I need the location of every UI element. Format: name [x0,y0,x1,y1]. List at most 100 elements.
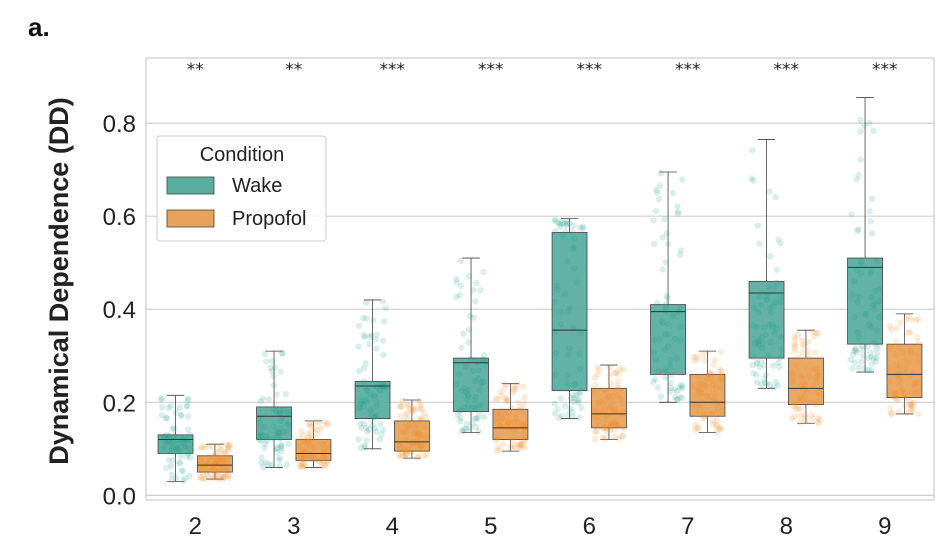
data-point [576,224,584,231]
data-point [710,389,718,397]
data-point [900,390,908,397]
data-point [298,460,306,468]
data-point [167,462,175,469]
data-point [404,446,411,453]
data-point [416,431,424,438]
data-point [774,359,782,366]
data-point [659,234,666,241]
data-point [772,299,780,306]
data-point [174,445,181,452]
data-point [570,243,577,251]
data-point [664,294,671,302]
data-point [903,409,910,416]
data-point [853,348,860,356]
data-point [763,380,770,388]
data-point [357,398,364,405]
data-point [270,372,277,380]
data-point [890,389,898,396]
data-point [805,347,812,355]
data-point [813,379,821,386]
data-point [698,381,705,388]
data-point [371,424,379,432]
y-tick-label: 0.6 [103,204,136,231]
data-point [417,442,425,450]
data-point [509,390,516,397]
data-point [209,474,216,482]
data-point [310,449,317,456]
data-point [184,413,192,420]
data-point [401,446,408,454]
data-point [496,422,503,430]
data-point [262,433,270,440]
data-point [594,364,601,371]
data-point [516,443,523,451]
data-point [652,207,660,215]
data-point [305,438,312,446]
data-point [695,424,702,432]
data-point [816,416,824,423]
data-point [677,336,684,343]
data-point [170,443,177,450]
data-point [857,156,864,163]
data-point [666,362,673,369]
data-point [399,448,406,456]
data-point [209,443,217,450]
data-point [397,453,404,460]
data-point [300,454,307,461]
data-point [414,453,421,461]
data-point [283,461,290,468]
data-point [273,429,281,436]
data-point [757,301,765,309]
data-point [718,367,725,375]
data-point [591,407,598,415]
data-point [789,378,796,385]
data-point [600,424,607,432]
data-point [184,426,192,433]
data-point [321,461,329,469]
data-point [196,474,204,481]
data-point [181,442,188,450]
data-point [206,457,214,464]
data-point [908,401,915,408]
data-point [504,421,512,428]
data-point [373,402,380,410]
data-point [858,358,865,365]
data-point [892,362,899,369]
data-point [716,426,723,433]
data-point [847,356,854,364]
data-point [856,293,863,300]
data-point [197,474,205,482]
data-point [362,424,370,432]
data-point [714,405,721,413]
box-wake-7 [649,169,686,403]
data-point [658,317,665,325]
data-point [914,358,921,365]
data-point [175,440,183,447]
data-point [701,413,708,420]
data-point [197,464,204,471]
data-point [457,282,465,290]
data-point [556,223,564,231]
data-point [409,439,416,446]
data-point [703,348,711,356]
data-point [410,406,417,414]
data-point [515,399,522,406]
data-point [305,420,313,427]
data-point [398,403,405,411]
data-point [176,458,184,466]
data-point [552,328,559,335]
data-point [517,445,524,452]
data-point [696,381,703,388]
data-point [694,424,701,432]
data-point [310,425,318,433]
data-point [213,473,220,480]
data-point [895,376,903,384]
data-point [595,417,602,425]
data-point [795,404,802,412]
data-point [896,362,904,369]
data-point [492,416,499,424]
data-point [868,323,875,331]
data-point [907,316,915,323]
data-point [402,448,409,456]
data-point [755,309,762,316]
